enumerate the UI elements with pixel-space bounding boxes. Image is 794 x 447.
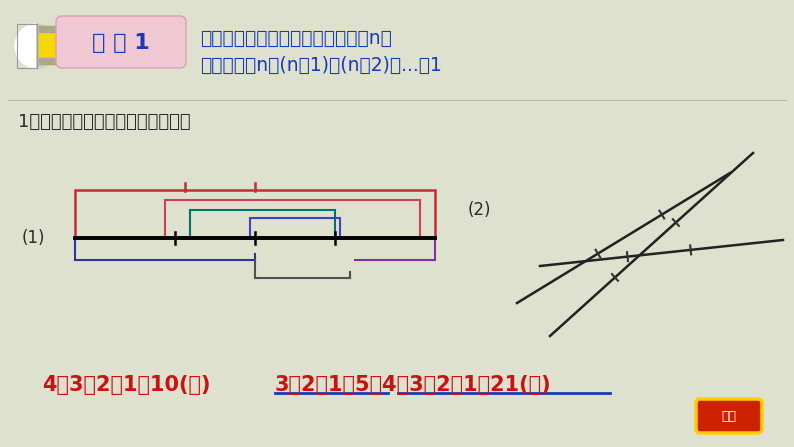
Wedge shape	[15, 24, 37, 68]
Text: (2): (2)	[468, 201, 491, 219]
Text: 数线段，先数基本线段，若条数是n，: 数线段，先数基本线段，若条数是n，	[200, 29, 392, 47]
Text: 1．下面各图中分别有多少条线段？: 1．下面各图中分别有多少条线段？	[18, 113, 191, 131]
Bar	[39, 58, 55, 64]
Text: 则总条数是n＋(n－1)＋(n－2)＋...＋1: 则总条数是n＋(n－1)＋(n－2)＋...＋1	[200, 55, 442, 75]
Bar	[39, 26, 55, 32]
FancyBboxPatch shape	[696, 399, 762, 433]
Bar	[250, 218, 340, 238]
Bar	[190, 210, 335, 238]
Text: 4＋3＋2＋1＝10(条): 4＋3＋2＋1＝10(条)	[42, 375, 210, 395]
FancyBboxPatch shape	[56, 16, 186, 68]
Text: 3＋2＋1＋5＋4＋3＋2＋1＝21(条): 3＋2＋1＋5＋4＋3＋2＋1＝21(条)	[275, 375, 552, 395]
Text: 返回: 返回	[722, 410, 737, 423]
Bar	[165, 200, 420, 238]
Bar	[75, 190, 435, 238]
Text: 技 巧 1: 技 巧 1	[92, 33, 150, 53]
Text: (1): (1)	[22, 229, 45, 247]
Wedge shape	[37, 24, 59, 68]
Bar	[17, 24, 37, 68]
Bar	[39, 26, 55, 64]
